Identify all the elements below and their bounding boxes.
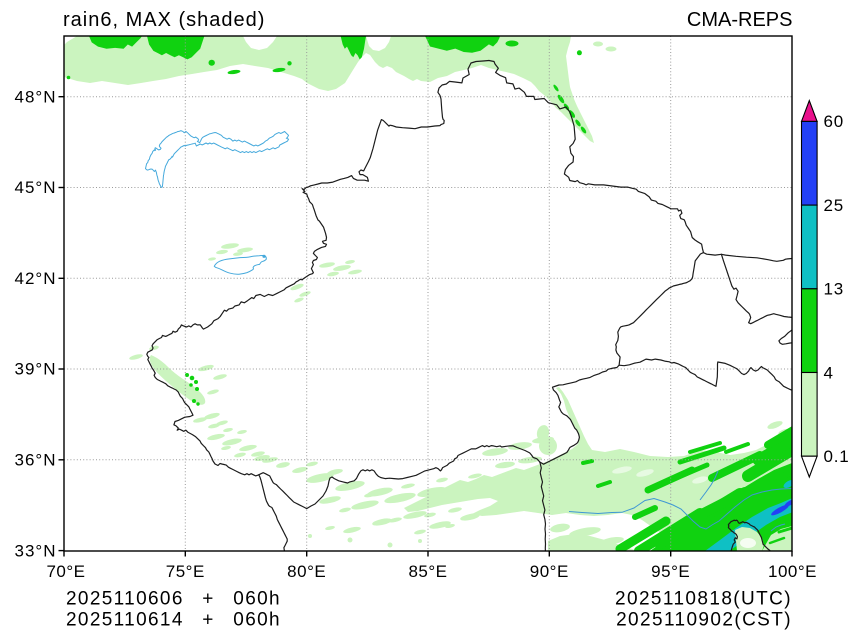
svg-text:rain6, MAX (shaded): rain6, MAX (shaded) xyxy=(63,9,265,31)
svg-text:33°N: 33°N xyxy=(15,541,57,560)
svg-text:95°E: 95°E xyxy=(651,562,690,581)
svg-text:CMA-REPS: CMA-REPS xyxy=(687,9,793,31)
svg-text:80°E: 80°E xyxy=(287,562,326,581)
svg-text:0.1: 0.1 xyxy=(824,447,850,466)
svg-text:2025110614 + 060h: 2025110614 + 060h xyxy=(66,610,281,631)
svg-text:48°N: 48°N xyxy=(15,87,57,106)
svg-text:90°E: 90°E xyxy=(530,562,569,581)
svg-text:2025110606 + 060h: 2025110606 + 060h xyxy=(66,589,281,610)
svg-text:70°E: 70°E xyxy=(46,562,85,581)
svg-text:100°E: 100°E xyxy=(768,562,817,581)
svg-text:13: 13 xyxy=(824,280,845,299)
svg-text:36°N: 36°N xyxy=(15,451,57,470)
svg-text:60: 60 xyxy=(824,112,845,131)
svg-text:45°N: 45°N xyxy=(15,178,57,197)
svg-text:42°N: 42°N xyxy=(15,269,57,288)
svg-text:4: 4 xyxy=(824,363,834,382)
svg-text:75°E: 75°E xyxy=(166,562,205,581)
svg-text:25: 25 xyxy=(824,196,845,215)
svg-text:2025110902(CST): 2025110902(CST) xyxy=(616,610,792,631)
svg-text:85°E: 85°E xyxy=(408,562,447,581)
svg-text:39°N: 39°N xyxy=(15,360,57,379)
svg-text:2025110818(UTC): 2025110818(UTC) xyxy=(615,589,792,610)
